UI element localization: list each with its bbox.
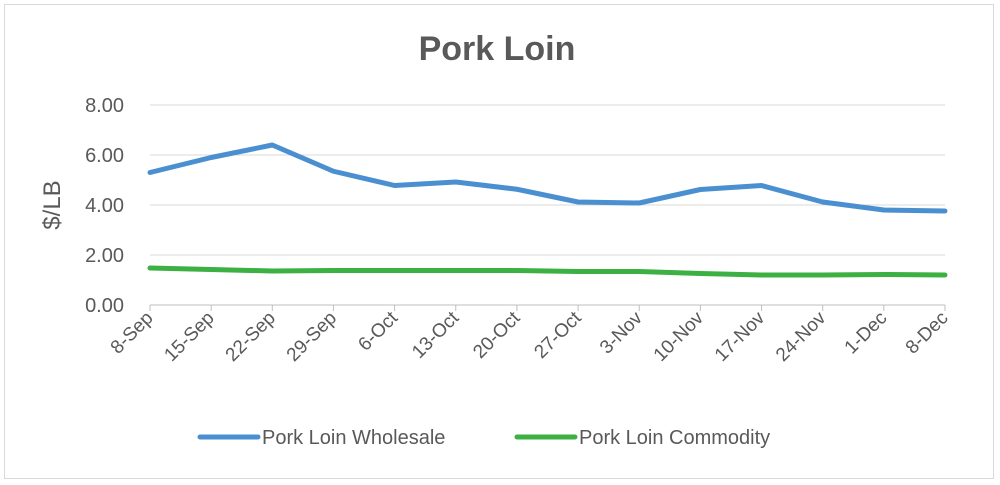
x-tick-label: 22-Sep xyxy=(222,308,280,366)
series-line xyxy=(147,265,948,278)
x-tick-label: 24-Nov xyxy=(772,307,831,366)
chart-title: Pork Loin xyxy=(419,30,576,68)
x-tick-label: 3-Nov xyxy=(596,307,647,358)
x-tick-label: 6-Oct xyxy=(354,307,402,355)
x-axis-ticks: 8-Sep 15-Sep 22-Sep 29-Sep 6-Oct 13-Oct 20-Oct… xyxy=(107,305,953,366)
x-tick-label: 27-Oct xyxy=(530,307,586,363)
y-tick-label: 8.00 xyxy=(85,95,124,117)
y-tick-label: 0.00 xyxy=(85,295,124,317)
x-tick-label: 29-Sep xyxy=(283,308,341,366)
gridlines xyxy=(150,104,945,306)
y-tick-label: 6.00 xyxy=(85,145,124,167)
x-tick-label: 10-Nov xyxy=(650,307,709,366)
legend: Pork Loin Wholesale Pork Loin Commodity xyxy=(197,427,770,449)
x-tick-label: 20-Oct xyxy=(469,307,525,363)
y-tick-label: 2.00 xyxy=(85,245,124,267)
chart-frame xyxy=(4,4,994,479)
x-tick-label: 17-Nov xyxy=(711,307,770,366)
y-axis-ticks: 0.00 2.00 4.00 6.00 8.00 xyxy=(85,95,124,317)
series-line xyxy=(147,142,948,214)
x-tick-label: 13-Oct xyxy=(408,307,464,363)
y-axis-label: $/LB xyxy=(39,180,66,229)
x-tick-label: 1-Dec xyxy=(841,308,892,359)
legend-label: Pork Loin Commodity xyxy=(579,427,770,449)
y-tick-label: 4.00 xyxy=(85,195,124,217)
x-tick-label: 8-Dec xyxy=(902,308,953,359)
legend-label: Pork Loin Wholesale xyxy=(262,427,445,449)
series-lines xyxy=(147,142,948,278)
x-tick-label: 15-Sep xyxy=(161,308,219,366)
